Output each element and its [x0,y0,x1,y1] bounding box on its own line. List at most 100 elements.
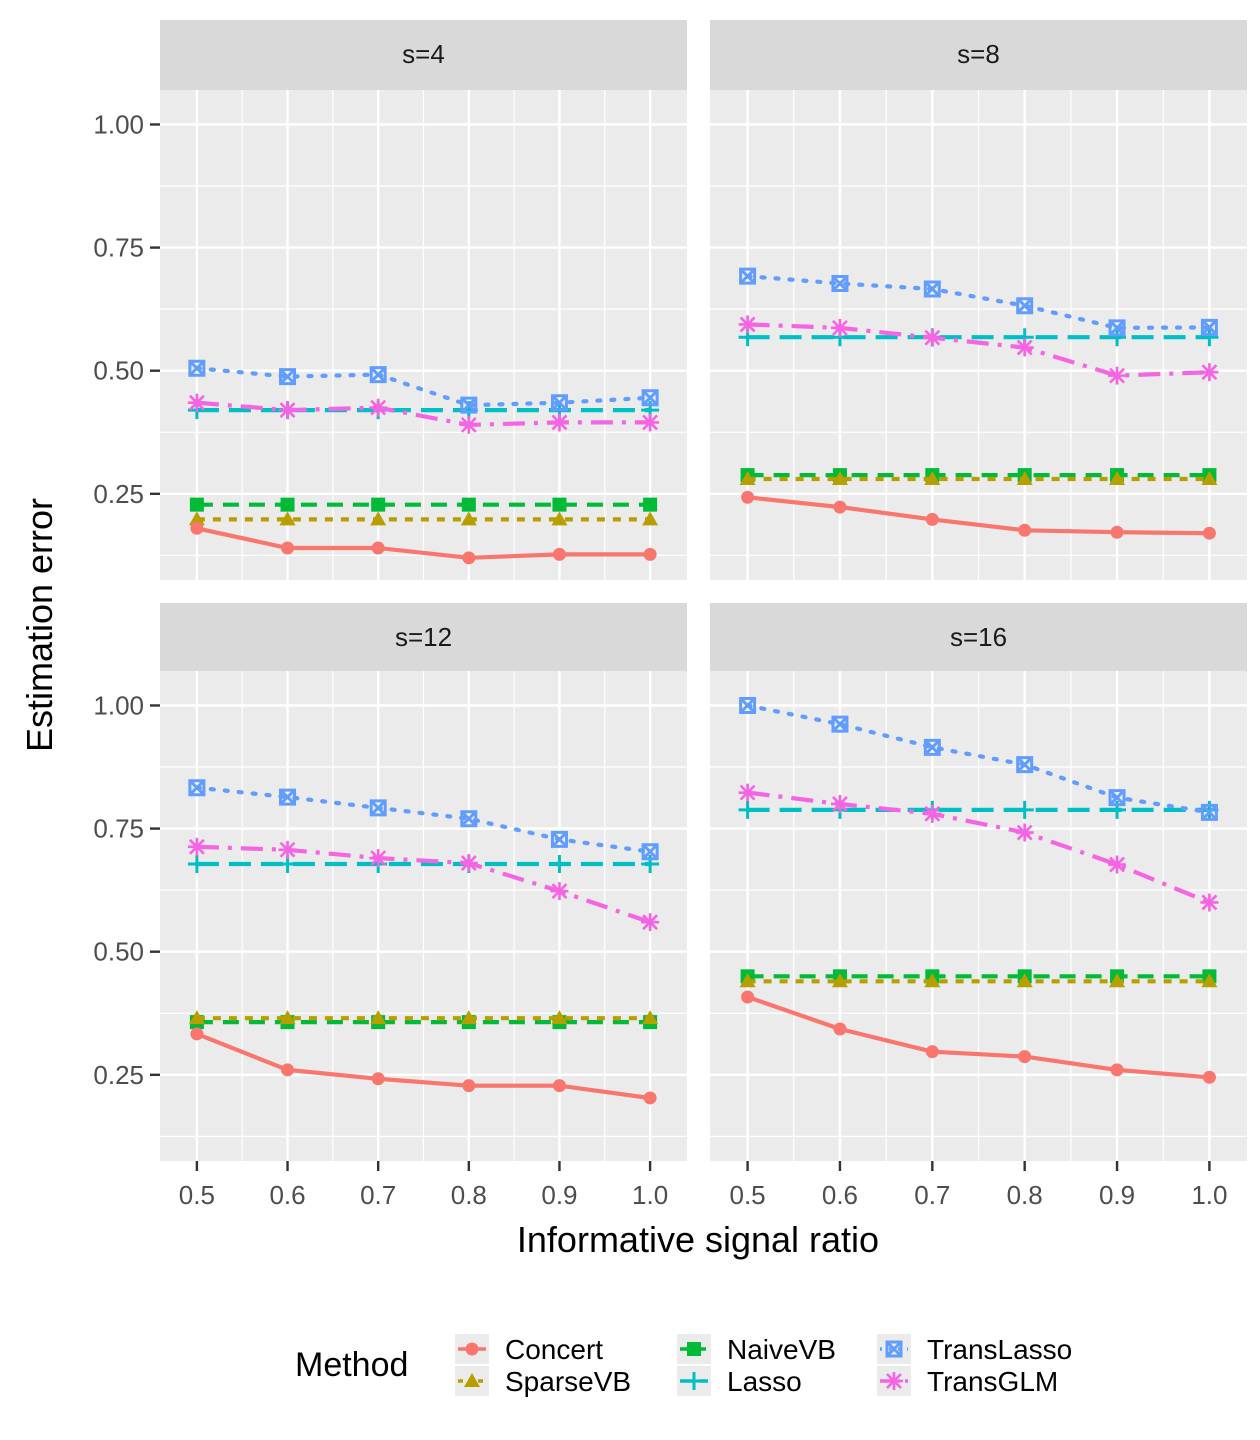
sparsevb-marker-3 [460,1010,477,1025]
y-tick-label: 0.50 [93,356,144,386]
facet-title-s8: s=8 [957,39,1000,69]
sparsevb-marker-1 [279,511,296,526]
x-tick-label: 0.9 [1099,1180,1135,1210]
concert-marker-5 [1202,526,1216,540]
x-tick-label: 0.5 [730,1180,766,1210]
naivevb-marker-4 [552,497,567,512]
transglm-marker-2 [369,398,388,417]
transglm-marker-3 [1015,823,1034,842]
translasso-marker-1 [279,368,297,386]
x-tick-label: 0.8 [1007,1180,1043,1210]
transglm-marker-4 [1108,855,1127,874]
translasso-marker-1 [831,275,849,293]
transglm-marker-1 [830,794,849,813]
x-axis-left: 0.5 0.6 0.7 0.8 0.9 1.0 [179,1161,668,1210]
transglm-line [196,400,651,427]
transglm-marker-2 [923,328,942,347]
sparsevb-marker-1 [831,973,848,988]
x-axis-right: 0.5 0.6 0.7 0.8 0.9 1.0 [730,1161,1227,1210]
translasso-marker-3 [460,396,478,414]
y-axis-top: 0.25 0.50 0.75 1.00 [93,109,160,509]
legend-item-sparsevb: SparseVB [455,1366,631,1397]
translasso-marker-0 [188,359,206,377]
concert-marker-2 [925,512,939,526]
legend-item-transglm: TransGLM [877,1366,1058,1397]
sparsevb-marker-5 [1201,471,1218,486]
sparsevb-marker-0 [739,471,756,486]
transglm-marker-4 [1108,366,1127,385]
transglm-marker-2 [923,804,942,823]
sparsevb-marker-5 [1201,973,1218,988]
concert-line [746,995,1210,1080]
transglm-marker-5 [641,913,660,932]
series-naivevb [189,497,658,512]
sparsevb-marker-1 [831,471,848,486]
facet-s4: s=4 [160,20,687,580]
y-axis-bottom: 0.25 0.50 0.75 1.00 [93,690,160,1090]
series-translasso [739,267,1218,337]
legend-label-sparsevb: SparseVB [505,1366,631,1397]
lasso-marker-0 [738,800,757,819]
sparsevb-marker-0 [739,973,756,988]
sparsevb-marker-4 [551,511,568,526]
concert-marker-1 [833,500,847,514]
translasso-marker-5 [641,389,659,407]
y-tick-label: 0.50 [93,937,144,967]
concert-marker-0 [190,1027,204,1041]
legend-label-concert: Concert [505,1334,603,1365]
legend-label-transglm: TransGLM [927,1366,1058,1397]
translasso-line [194,785,653,854]
transglm-marker-3 [459,854,478,873]
series-translasso [188,359,659,414]
sparsevb-marker-5 [642,511,659,526]
sparsevb-marker-4 [1109,973,1126,988]
sparsevb-marker-3 [1016,471,1033,486]
legend-sparsevb-marker [464,1373,480,1387]
x-tick-label: 0.5 [179,1180,215,1210]
translasso-marker-1 [831,715,849,733]
concert-marker-5 [643,547,657,561]
x-tick-label: 1.0 [632,1180,668,1210]
series-transglm [738,315,1219,385]
lasso-marker-3 [1015,800,1034,819]
naivevb-marker-0 [189,497,204,512]
translasso-marker-2 [369,366,387,384]
series-sparsevb [188,1010,659,1025]
transglm-marker-3 [459,415,478,434]
transglm-marker-5 [641,413,660,432]
naivevb-marker-2 [371,497,386,512]
concert-line [196,526,651,560]
lasso-marker-4 [550,855,569,874]
translasso-marker-4 [550,394,568,412]
concert-marker-1 [281,541,295,555]
series-concert [741,990,1216,1084]
series-concert [190,521,657,565]
sparsevb-marker-0 [188,511,205,526]
concert-marker-0 [741,490,755,504]
transglm-marker-0 [187,393,206,412]
legend-transglm-marker [885,1372,903,1390]
x-tick-label: 0.6 [269,1180,305,1210]
lasso-marker-0 [187,855,206,874]
transglm-marker-5 [1200,363,1219,382]
transglm-line [747,322,1210,378]
translasso-marker-3 [460,810,478,828]
concert-marker-5 [643,1091,657,1105]
series-transglm [738,783,1219,912]
sparsevb-marker-0 [188,1010,205,1025]
legend-translasso-marker [885,1340,903,1358]
sparsevb-marker-2 [924,973,941,988]
sparsevb-marker-4 [1109,471,1126,486]
concert-marker-3 [1018,1050,1032,1064]
concert-marker-4 [1110,1063,1124,1077]
transglm-marker-0 [738,315,757,334]
translasso-marker-1 [279,788,297,806]
legend-label-lasso: Lasso [727,1366,802,1397]
facet-s16: s=16 [710,603,1247,1161]
transglm-marker-3 [1015,338,1034,357]
translasso-marker-2 [369,799,387,817]
lasso-marker-5 [1200,328,1219,347]
transglm-marker-1 [278,840,297,859]
sparsevb-marker-1 [279,1010,296,1025]
